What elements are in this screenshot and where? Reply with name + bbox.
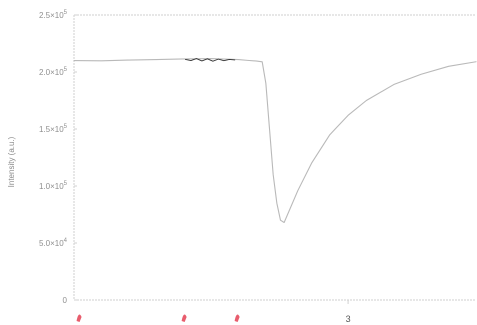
bottom-red-mark-3 [234, 314, 240, 322]
y-tick-label-exponent: 5 [64, 67, 68, 73]
y-tick-label-main: 2.5×10 [39, 11, 64, 20]
y-tick-label-main: 0 [63, 296, 68, 305]
bottom-red-mark-1 [76, 314, 82, 322]
y-tick-label-main: 2.0×10 [39, 68, 64, 77]
y-tick-label: 2.5×105 [39, 10, 68, 20]
y-tick-label-exponent: 5 [64, 181, 68, 187]
y-tick-label-exponent: 4 [64, 238, 68, 244]
bottom-marks-layer [76, 314, 240, 322]
y-tick-label: 1.5×105 [39, 124, 68, 134]
x-tick-label: 3 [346, 314, 351, 324]
y-tick-label-exponent: 5 [64, 10, 68, 16]
y-tick-label: 5.0×104 [39, 238, 68, 248]
axes-layer [73, 14, 476, 301]
y-tick-label-main: 1.5×10 [39, 125, 64, 134]
series-line-main [73, 58, 477, 224]
series-line-overlay [185, 58, 236, 62]
y-tick-label: 1.0×105 [39, 181, 68, 191]
y-tick-label-exponent: 5 [64, 124, 68, 130]
series-layer [73, 58, 477, 224]
y-tick-label-main: 1.0×10 [39, 182, 64, 191]
y-tick-label-main: 5.0×10 [39, 239, 64, 248]
y-axis-title: Intensity (a.u.) [7, 136, 16, 187]
y-tick-label: 2.0×105 [39, 67, 68, 77]
bottom-red-mark-2 [181, 314, 187, 322]
y-tick-label: 0 [63, 296, 68, 305]
